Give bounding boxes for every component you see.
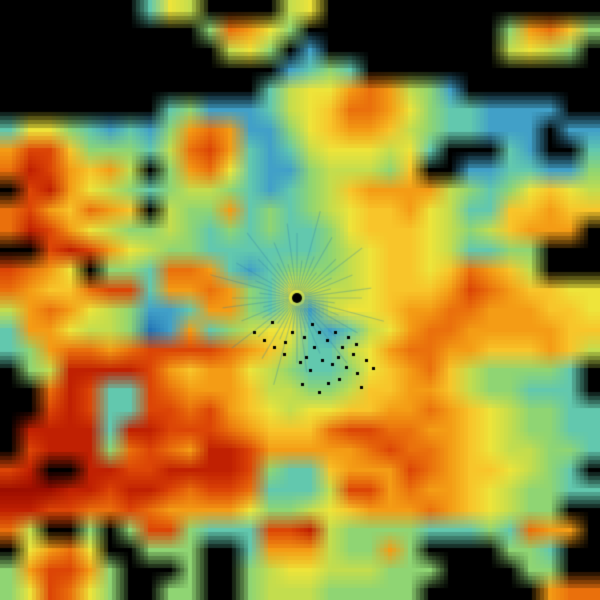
radar-display bbox=[0, 0, 600, 600]
radar-reflectivity-canvas bbox=[0, 0, 600, 600]
radar-screen: { "canvas": { "width": 600, "height": 60… bbox=[0, 0, 600, 600]
